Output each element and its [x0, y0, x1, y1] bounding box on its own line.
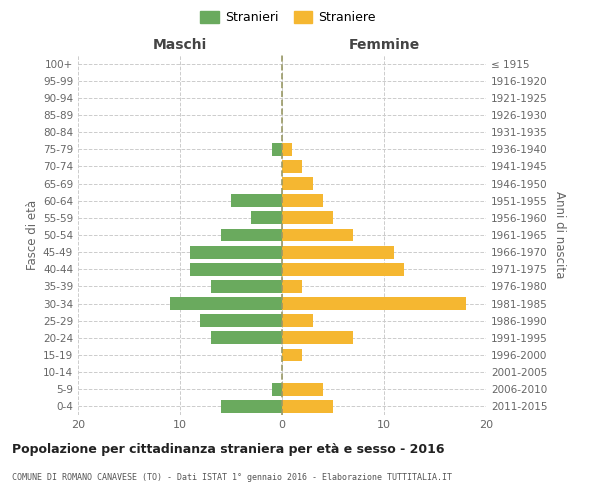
Bar	[190, 263, 282, 276]
Bar	[211, 332, 282, 344]
Bar	[282, 314, 313, 327]
Bar	[231, 194, 282, 207]
Bar	[282, 228, 353, 241]
Bar	[282, 280, 302, 293]
Bar	[282, 212, 333, 224]
Bar	[282, 332, 353, 344]
Legend: Stranieri, Straniere: Stranieri, Straniere	[195, 6, 381, 29]
Bar	[282, 297, 466, 310]
Bar	[221, 400, 282, 413]
Bar	[190, 246, 282, 258]
Y-axis label: Anni di nascita: Anni di nascita	[553, 192, 566, 278]
Bar	[272, 143, 282, 156]
Bar	[282, 348, 302, 362]
Bar	[221, 228, 282, 241]
Bar	[282, 246, 394, 258]
Y-axis label: Fasce di età: Fasce di età	[26, 200, 39, 270]
Bar	[282, 160, 302, 173]
Bar	[282, 177, 313, 190]
Bar	[170, 297, 282, 310]
Text: COMUNE DI ROMANO CANAVESE (TO) - Dati ISTAT 1° gennaio 2016 - Elaborazione TUTTI: COMUNE DI ROMANO CANAVESE (TO) - Dati IS…	[12, 472, 452, 482]
Bar	[282, 263, 404, 276]
Bar	[282, 400, 333, 413]
Bar	[200, 314, 282, 327]
Text: Popolazione per cittadinanza straniera per età e sesso - 2016: Popolazione per cittadinanza straniera p…	[12, 442, 445, 456]
Text: Femmine: Femmine	[349, 38, 419, 52]
Bar	[282, 143, 292, 156]
Bar	[211, 280, 282, 293]
Bar	[282, 194, 323, 207]
Bar	[272, 383, 282, 396]
Bar	[251, 212, 282, 224]
Text: Maschi: Maschi	[153, 38, 207, 52]
Bar	[282, 383, 323, 396]
